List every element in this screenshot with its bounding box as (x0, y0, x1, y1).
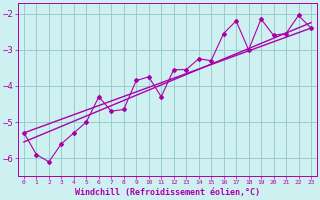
X-axis label: Windchill (Refroidissement éolien,°C): Windchill (Refroidissement éolien,°C) (75, 188, 260, 197)
